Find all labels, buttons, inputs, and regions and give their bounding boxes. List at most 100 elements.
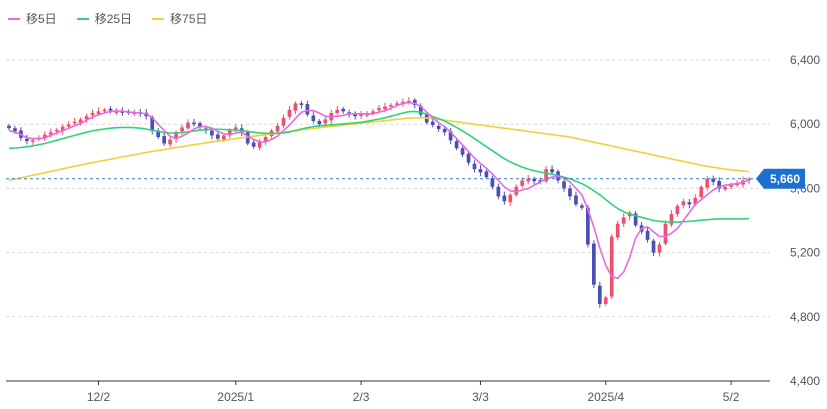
candle-body-14 (90, 112, 95, 116)
candle-body-97 (586, 207, 590, 245)
candle-body-75 (454, 141, 459, 149)
candle-body-4 (31, 140, 35, 142)
candle-body-86 (520, 180, 525, 186)
candle-body-12 (78, 119, 83, 123)
legend-item-ma25[interactable]: 移25日 (76, 10, 133, 27)
candle-body-77 (466, 153, 471, 163)
candle-body-61 (371, 111, 375, 113)
candle-body-112 (675, 206, 680, 215)
candle-body-84 (508, 194, 513, 203)
candle-body-36 (221, 135, 226, 140)
candle-body-124 (747, 178, 751, 181)
candle-body-32 (198, 123, 202, 128)
candle-body-28 (174, 132, 178, 140)
legend-item-ma5[interactable]: 移5日 (8, 10, 57, 27)
candle-body-94 (568, 188, 572, 197)
candle-body-80 (484, 171, 489, 178)
candle-body-64 (389, 104, 393, 107)
candle-body-15 (96, 111, 101, 114)
candle-body-116 (699, 186, 704, 198)
x-tick-label-121: 5/2 (723, 390, 740, 404)
candle-body-27 (168, 139, 172, 145)
candle-body-18 (114, 111, 119, 113)
candle-body-79 (478, 169, 483, 173)
candle-body-63 (383, 106, 387, 110)
candle-body-30 (186, 122, 190, 129)
candle-body-25 (156, 130, 161, 138)
candle-body-103 (621, 217, 626, 224)
candle-body-29 (180, 127, 184, 132)
candle-body-76 (460, 148, 465, 155)
candle-body-88 (532, 178, 537, 182)
candle-body-48 (293, 103, 298, 111)
candle-body-7 (48, 132, 53, 135)
candle-body-117 (705, 178, 710, 188)
x-tick-label-100: 2025/4 (587, 390, 624, 404)
candle-body-72 (436, 125, 441, 130)
candle-body-108 (651, 240, 656, 253)
candle-body-89 (538, 180, 542, 182)
candle-body-47 (287, 109, 292, 117)
candle-body-6 (42, 134, 47, 139)
x-tick-label-15: 12/2 (87, 390, 111, 404)
candle-body-120 (723, 186, 727, 190)
series-line-ma75 (8, 117, 750, 182)
candle-body-115 (693, 198, 698, 205)
candle-body-67 (406, 100, 411, 103)
candle-body-45 (275, 125, 280, 132)
candle-body-16 (102, 109, 107, 112)
candle-body-52 (317, 120, 322, 125)
candle-body-78 (472, 163, 477, 170)
y-tick-label-6000: 6,000 (790, 117, 820, 131)
last-price-label: 5,660 (770, 172, 800, 186)
chart-legend: 移5日 移25日 移75日 (8, 10, 207, 27)
candle-body-71 (430, 121, 435, 126)
candle-body-65 (395, 103, 399, 105)
candle-body-3 (25, 138, 29, 142)
candle-body-62 (377, 108, 381, 111)
legend-label-ma5: 移5日 (26, 12, 57, 26)
candle-body-59 (359, 114, 363, 117)
candle-body-107 (645, 230, 650, 240)
candle-body-49 (299, 103, 304, 105)
y-tick-label-6400: 6,400 (790, 53, 820, 67)
candle-body-102 (615, 223, 620, 238)
candle-body-101 (609, 236, 614, 297)
candle-body-38 (233, 127, 238, 130)
candle-body-100 (603, 297, 608, 304)
candle-body-113 (681, 201, 686, 206)
candle-body-93 (562, 181, 566, 189)
candle-body-114 (687, 202, 692, 205)
candle-body-26 (162, 136, 167, 144)
series-line-ma25 (8, 110, 750, 223)
candle-body-53 (323, 119, 328, 124)
candle-body-95 (574, 195, 578, 205)
candle-body-82 (496, 186, 501, 197)
candle-body-10 (66, 124, 71, 127)
x-tick-label-38: 2025/1 (217, 390, 254, 404)
candle-body-99 (597, 285, 602, 304)
last-price-badge (756, 168, 805, 189)
candle-body-121 (729, 185, 733, 187)
candle-body-24 (150, 117, 155, 131)
candle-body-11 (72, 121, 77, 124)
legend-label-ma25: 移25日 (94, 12, 133, 26)
candle-body-46 (281, 117, 286, 126)
candle-body-17 (108, 108, 113, 111)
candle-body-40 (245, 132, 250, 144)
y-tick-label-5200: 5,200 (790, 246, 820, 260)
candle-body-109 (657, 244, 662, 253)
candle-body-90 (544, 169, 548, 182)
candle-body-37 (227, 130, 232, 136)
legend-swatch-ma5 (8, 17, 20, 20)
candle-body-83 (502, 195, 507, 202)
x-tick-label-59: 2/3 (353, 390, 370, 404)
legend-item-ma75[interactable]: 移75日 (152, 10, 207, 27)
candle-body-55 (335, 109, 340, 113)
legend-swatch-ma25 (76, 17, 89, 20)
candle-body-91 (550, 169, 554, 173)
candle-body-8 (54, 129, 59, 132)
candle-body-42 (257, 141, 262, 148)
